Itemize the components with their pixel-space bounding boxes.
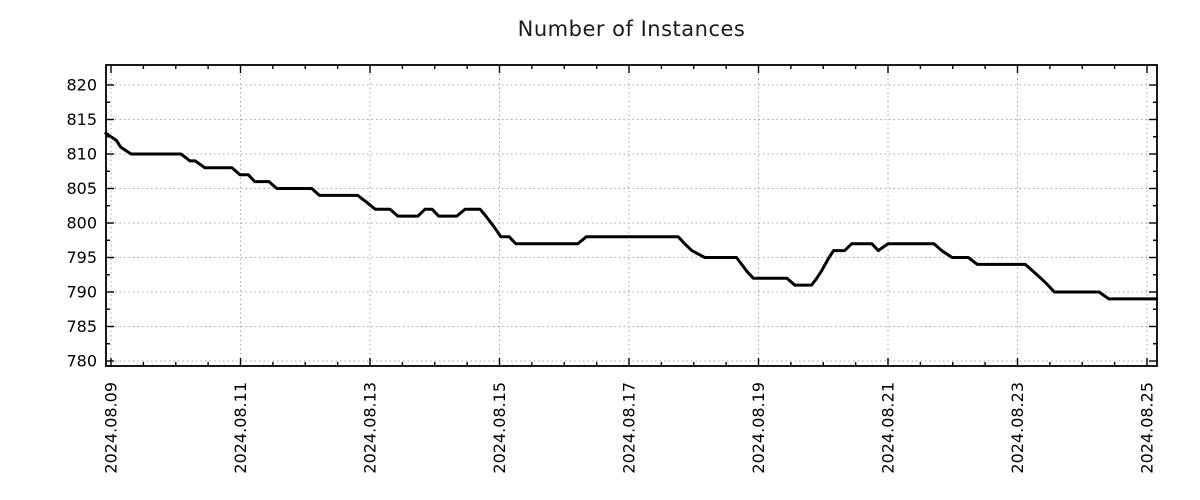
x-tick-label: 2024.08.09 xyxy=(102,382,121,474)
data-line xyxy=(104,131,1159,301)
y-tick-label: 785 xyxy=(66,317,97,336)
chart-title: Number of Instances xyxy=(517,17,746,41)
x-tick-label: 2024.08.21 xyxy=(879,382,898,474)
y-tick-label: 800 xyxy=(66,214,97,233)
y-tick-label: 780 xyxy=(66,352,97,371)
y-tick-label: 815 xyxy=(66,110,97,129)
y-tick-label: 795 xyxy=(66,248,97,267)
x-tick-label: 2024.08.23 xyxy=(1008,382,1027,474)
x-tick-label: 2024.08.19 xyxy=(749,382,768,474)
x-tick-label: 2024.08.15 xyxy=(490,382,509,474)
x-tick-label: 2024.08.11 xyxy=(231,382,250,474)
y-tick-label: 810 xyxy=(66,145,97,164)
y-tick-label: 805 xyxy=(66,179,97,198)
x-tick-label: 2024.08.17 xyxy=(620,382,639,474)
x-tick-label: 2024.08.25 xyxy=(1138,382,1157,474)
y-tick-label: 790 xyxy=(66,283,97,302)
y-tick-label: 820 xyxy=(66,76,97,95)
plot-frame xyxy=(105,64,1158,367)
x-tick-label: 2024.08.13 xyxy=(361,382,380,474)
